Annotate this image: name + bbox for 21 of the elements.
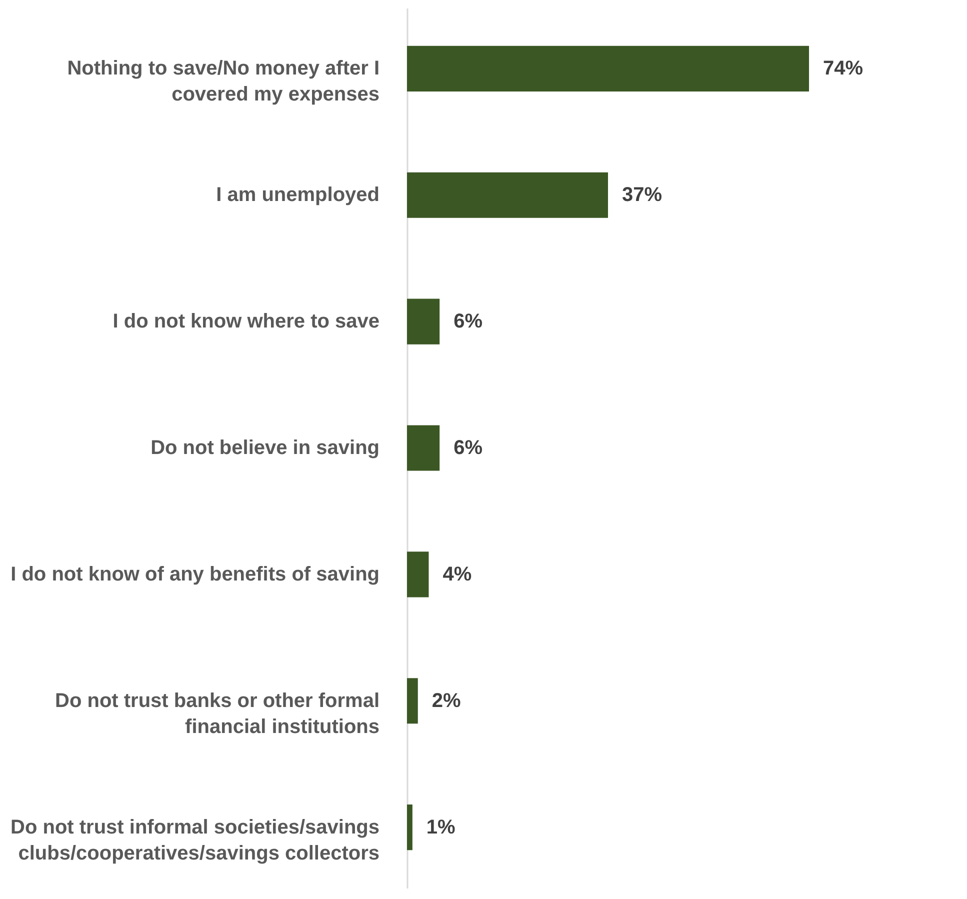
bar [407, 298, 440, 344]
bar [407, 678, 418, 724]
data-label: 2% [432, 690, 461, 712]
bar [407, 552, 429, 598]
data-label: 6% [454, 310, 483, 333]
y-tick-label: Do not trust informal societies/savings clubs/cooperatives/savings collectors [10, 816, 380, 864]
data-label: 1% [426, 816, 456, 838]
data-label: 4% [442, 563, 472, 586]
bar [407, 425, 440, 471]
bar [407, 172, 608, 218]
data-label: 6% [454, 437, 483, 459]
y-tick-label: Do not believe in saving [150, 437, 380, 459]
data-label: 74% [823, 58, 864, 80]
y-tick-label: I do not know of any benefits of saving [10, 563, 380, 586]
y-tick-label: I do not know where to save [112, 310, 380, 333]
data-label: 37% [622, 184, 662, 206]
bar [407, 46, 809, 92]
y-tick-label: Nothing to save/No money after I covered my expenses [67, 58, 380, 106]
y-tick-label: Do not trust banks or other formal financial institutions [55, 690, 380, 738]
y-tick-label: I am unemployed [216, 184, 380, 206]
bar [407, 804, 412, 850]
